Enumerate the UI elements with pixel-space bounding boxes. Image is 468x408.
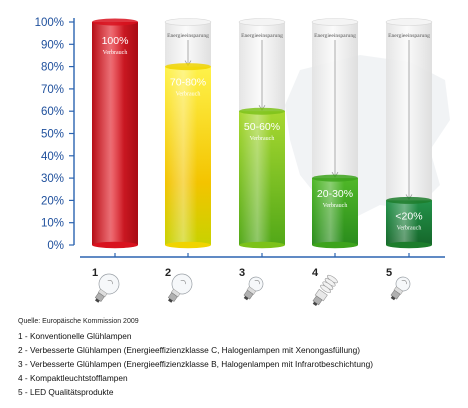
x-axis: 1 2 3 4 5: [80, 253, 445, 279]
legend-item-4: 4 - Kompaktleuchtstofflampen: [18, 373, 128, 383]
bar-top: [92, 18, 138, 26]
y-tick-label: 10%: [41, 218, 64, 230]
bar-shine: [165, 66, 211, 245]
y-tick-label: 0%: [47, 240, 64, 252]
y-tick-label: 50%: [41, 129, 64, 141]
bar-value-label: 20-30%: [317, 188, 353, 200]
legend-item-1: 1 - Konventionelle Glühlampen: [18, 331, 132, 341]
bar-group-3: Energieeinsparung 50-60% Verbrauch: [238, 18, 286, 249]
saving-cylinder-top: [238, 18, 286, 26]
legend-item-5: 5 - LED Qualitätsprodukte: [18, 387, 114, 397]
bar-sublabel: Verbrauch: [250, 136, 275, 142]
y-tick-label: 40%: [41, 151, 64, 163]
source-note: Quelle: Europäische Kommission 2009: [18, 318, 139, 325]
lamp-filament: [107, 279, 113, 285]
bar-bottom: [312, 241, 358, 249]
legend: Quelle: Europäische Kommission 2009 1 - …: [18, 318, 458, 399]
bar-bottom: [386, 241, 432, 249]
lamp-tip: [312, 301, 318, 307]
lamp-spiral: [320, 284, 331, 294]
bar-value-label: <20%: [395, 210, 422, 222]
y-tick-label: 20%: [41, 195, 64, 207]
bar-bottom: [92, 241, 138, 249]
lamp-icon-5: [390, 276, 411, 301]
y-tick-label: 80%: [41, 62, 64, 74]
bar-sublabel: Verbrauch: [397, 225, 422, 231]
bar-shine: [312, 178, 358, 245]
y-tick-label: 30%: [41, 173, 64, 185]
lamp-icon-2: [167, 273, 193, 303]
bar-shine: [386, 200, 432, 245]
x-tick-label: 4: [312, 267, 319, 279]
bar-top: [312, 174, 358, 182]
lamp-filament: [254, 279, 260, 285]
lamp-icon-1: [94, 273, 120, 303]
bar-top: [386, 196, 432, 204]
saving-label: Energieeinsparung: [241, 33, 283, 39]
lamp-filament: [180, 279, 186, 285]
bar-shine: [239, 111, 285, 245]
bars: 100% Verbrauch Energieeinsparung 70-80% Verb…: [92, 18, 433, 249]
bar-sublabel: Verbrauch: [103, 50, 128, 56]
lamp-tip: [95, 298, 100, 303]
saving-cylinder-top: [311, 18, 359, 26]
lamp-socket: [312, 295, 323, 306]
bar-value-label: 70-80%: [170, 77, 206, 89]
y-tick-label: 60%: [41, 106, 64, 118]
lamp-icon-3: [243, 276, 264, 301]
legend-item-3: 3 - Verbesserte Glühlampen (Energieeffiz…: [18, 359, 373, 369]
bar-value-label: 50-60%: [244, 121, 280, 133]
bar-top: [165, 63, 211, 71]
bar-bottom: [165, 241, 211, 249]
bar-group-2: Energieeinsparung 70-80% Verbrauch: [164, 18, 212, 249]
saving-label: Energieeinsparung: [167, 33, 209, 39]
lamp-icon-4: [312, 274, 338, 307]
bar-sublabel: Verbrauch: [176, 92, 201, 98]
bar-top: [239, 107, 285, 115]
x-tick-label: 2: [165, 267, 171, 279]
x-tick-label: 3: [239, 267, 245, 279]
x-tick-label: 1: [92, 267, 98, 279]
bar-group-5: Energieeinsparung <20% Verbrauch: [385, 18, 433, 249]
y-tick-label: 100%: [35, 17, 64, 29]
bar-shine: [92, 22, 138, 245]
lamp-filament: [401, 279, 407, 285]
lamp-icons: [94, 273, 411, 307]
y-tick-label: 70%: [41, 84, 64, 96]
bar-sublabel: Verbrauch: [323, 203, 348, 209]
bar-group-1: 100% Verbrauch: [92, 18, 138, 249]
lamp-tip: [168, 298, 173, 303]
y-axis: 0% 10% 20% 30% 40% 50% 60% 70% 80% 90% 100%: [35, 17, 75, 252]
saving-label: Energieeinsparung: [314, 33, 356, 39]
legend-item-2: 2 - Verbesserte Glühlampen (Energieeffiz…: [18, 345, 361, 355]
lamp-tip: [243, 295, 249, 301]
y-tick-label: 90%: [41, 39, 64, 51]
saving-cylinder-top: [164, 18, 212, 26]
saving-cylinder-top: [385, 18, 433, 26]
lamp-tip: [390, 295, 396, 301]
x-tick-label: 5: [386, 267, 392, 279]
bar-bottom: [239, 241, 285, 249]
bar-value-label: 100%: [102, 35, 129, 47]
saving-label: Energieeinsparung: [388, 33, 430, 39]
bar-group-4: Energieeinsparung 20-30% Verbrauch: [311, 18, 359, 249]
